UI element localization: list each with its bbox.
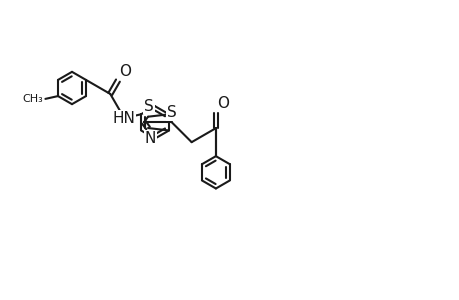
Text: O: O xyxy=(217,96,229,111)
Text: CH₃: CH₃ xyxy=(22,94,43,104)
Text: HN: HN xyxy=(112,111,135,126)
Text: S: S xyxy=(144,99,154,114)
Text: N: N xyxy=(144,131,156,146)
Text: O: O xyxy=(119,64,131,79)
Text: S: S xyxy=(167,105,176,120)
